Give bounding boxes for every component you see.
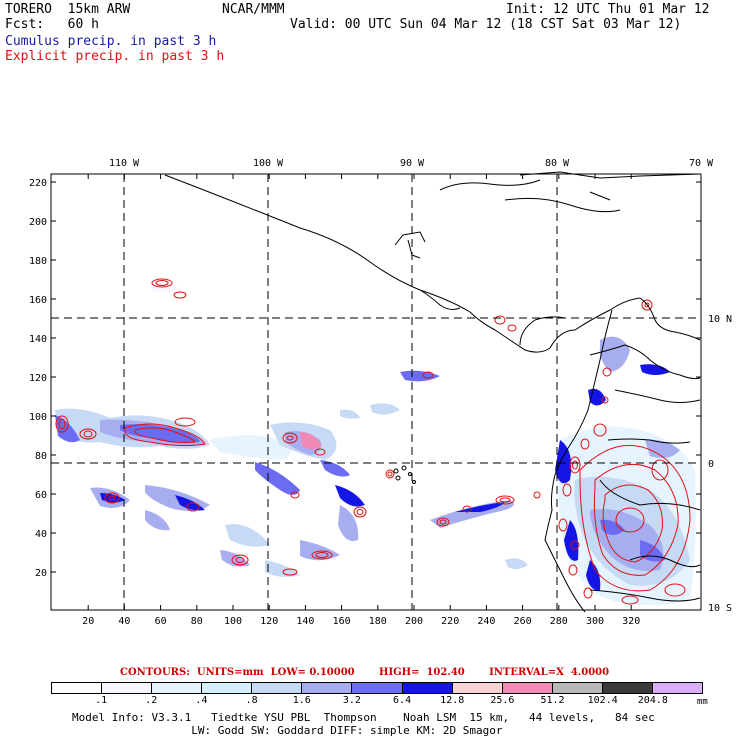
valid-time: Valid: 00 UTC Sun 04 Mar 12 (18 CST Sat … [290, 17, 682, 32]
forecast-hour: Fcst: 60 h [5, 17, 99, 32]
legend-value: .2 [145, 695, 158, 706]
y-tick-label: 120 [29, 373, 47, 384]
legend-swatch [452, 683, 503, 693]
x-tick-label: 40 [118, 616, 130, 627]
explicit-precip-contours [55, 278, 691, 605]
lat-label-10n: 10 N [708, 314, 732, 325]
legend-swatch [652, 683, 703, 693]
y-tick-label: 200 [29, 217, 47, 228]
x-tick-label: 60 [155, 616, 167, 627]
legend-value: 6.4 [393, 695, 412, 706]
y-tick-label: 40 [35, 529, 47, 540]
cumulus-precip-areas [55, 281, 696, 605]
x-tick-label: 280 [550, 616, 568, 627]
x-tick-label: 220 [441, 616, 459, 627]
legend-swatch [52, 683, 103, 693]
legend-value: .4 [195, 695, 208, 706]
model-info-line2: LW: Godd SW: Goddard DIFF: simple KM: 2D… [72, 724, 503, 737]
x-ticks: 20 40 60 80 100 120 140 160 180 200 220 240 260 280 30… [82, 174, 640, 627]
model-title: TORERO 15km ARW [5, 2, 131, 17]
x-tick-label: 240 [477, 616, 495, 627]
lon-label-90w: 90 W [400, 158, 425, 169]
legend-units: mm [697, 697, 708, 707]
legend-values: .1 .2 .4 .8 1.6 3.2 6.4 12.8 25.6 51.2 102.4 204.8 [51, 695, 703, 707]
legend-swatch [302, 683, 353, 693]
legend-value: 3.2 [342, 695, 361, 706]
x-tick-label: 100 [224, 616, 242, 627]
x-tick-label: 320 [622, 616, 640, 627]
lon-label-70w: 70 W [689, 158, 714, 169]
init-time: Init: 12 UTC Thu 01 Mar 12 [506, 2, 710, 17]
legend-value: 51.2 [540, 695, 565, 706]
y-ticks: 20 40 60 80 100 120 140 160 180 200 220 [29, 178, 701, 579]
lat-label-10s: 10 S [708, 603, 732, 614]
x-tick-label: 140 [296, 616, 314, 627]
x-tick-label: 260 [514, 616, 532, 627]
legend-swatch [152, 683, 203, 693]
org-label: NCAR/MMM [222, 2, 285, 17]
model-info-line1: Model Info: V3.3.1 Tiedtke YSU PBL Thomp… [72, 711, 655, 724]
legend-value: .8 [245, 695, 258, 706]
x-tick-label: 160 [333, 616, 351, 627]
y-tick-label: 80 [35, 451, 47, 462]
lat-label-0: 0 [708, 459, 714, 470]
x-tick-label: 200 [405, 616, 423, 627]
map-frame [50, 173, 702, 611]
legend-value: 1.6 [292, 695, 311, 706]
x-tick-label: 120 [260, 616, 278, 627]
legend-value: .1 [95, 695, 108, 706]
y-tick-label: 220 [29, 178, 47, 189]
y-tick-label: 60 [35, 490, 47, 501]
coastlines [164, 171, 701, 613]
explicit-precip-label: Explicit precip. in past 3 h [5, 49, 225, 64]
legend-value: 102.4 [587, 695, 618, 706]
legend-swatch [552, 683, 603, 693]
legend-value: 12.8 [440, 695, 465, 706]
lon-label-80w: 80 W [545, 158, 570, 169]
legend-value: 25.6 [490, 695, 515, 706]
y-tick-label: 140 [29, 334, 47, 345]
latlon-grid [51, 174, 701, 610]
legend-swatch [602, 683, 653, 693]
legend-swatch [252, 683, 303, 693]
legend-swatch [502, 683, 553, 693]
legend-swatch [202, 683, 253, 693]
y-tick-label: 160 [29, 295, 47, 306]
x-tick-label: 300 [586, 616, 604, 627]
lon-label-100w: 100 W [253, 158, 284, 169]
y-tick-label: 100 [29, 412, 47, 423]
color-legend [51, 682, 703, 694]
cumulus-precip-label: Cumulus precip. in past 3 h [5, 34, 217, 49]
legend-swatch [102, 683, 153, 693]
y-tick-label: 20 [35, 568, 47, 579]
lon-label-110w: 110 W [109, 158, 140, 169]
contours-info: CONTOURS: UNITS=mm LOW= 0.10000 HIGH= 10… [120, 667, 610, 678]
legend-swatch [402, 683, 453, 693]
x-tick-label: 180 [369, 616, 387, 627]
x-tick-label: 80 [191, 616, 203, 627]
legend-swatch [352, 683, 403, 693]
x-tick-label: 20 [82, 616, 94, 627]
y-tick-label: 180 [29, 256, 47, 267]
legend-value: 204.8 [637, 695, 668, 706]
